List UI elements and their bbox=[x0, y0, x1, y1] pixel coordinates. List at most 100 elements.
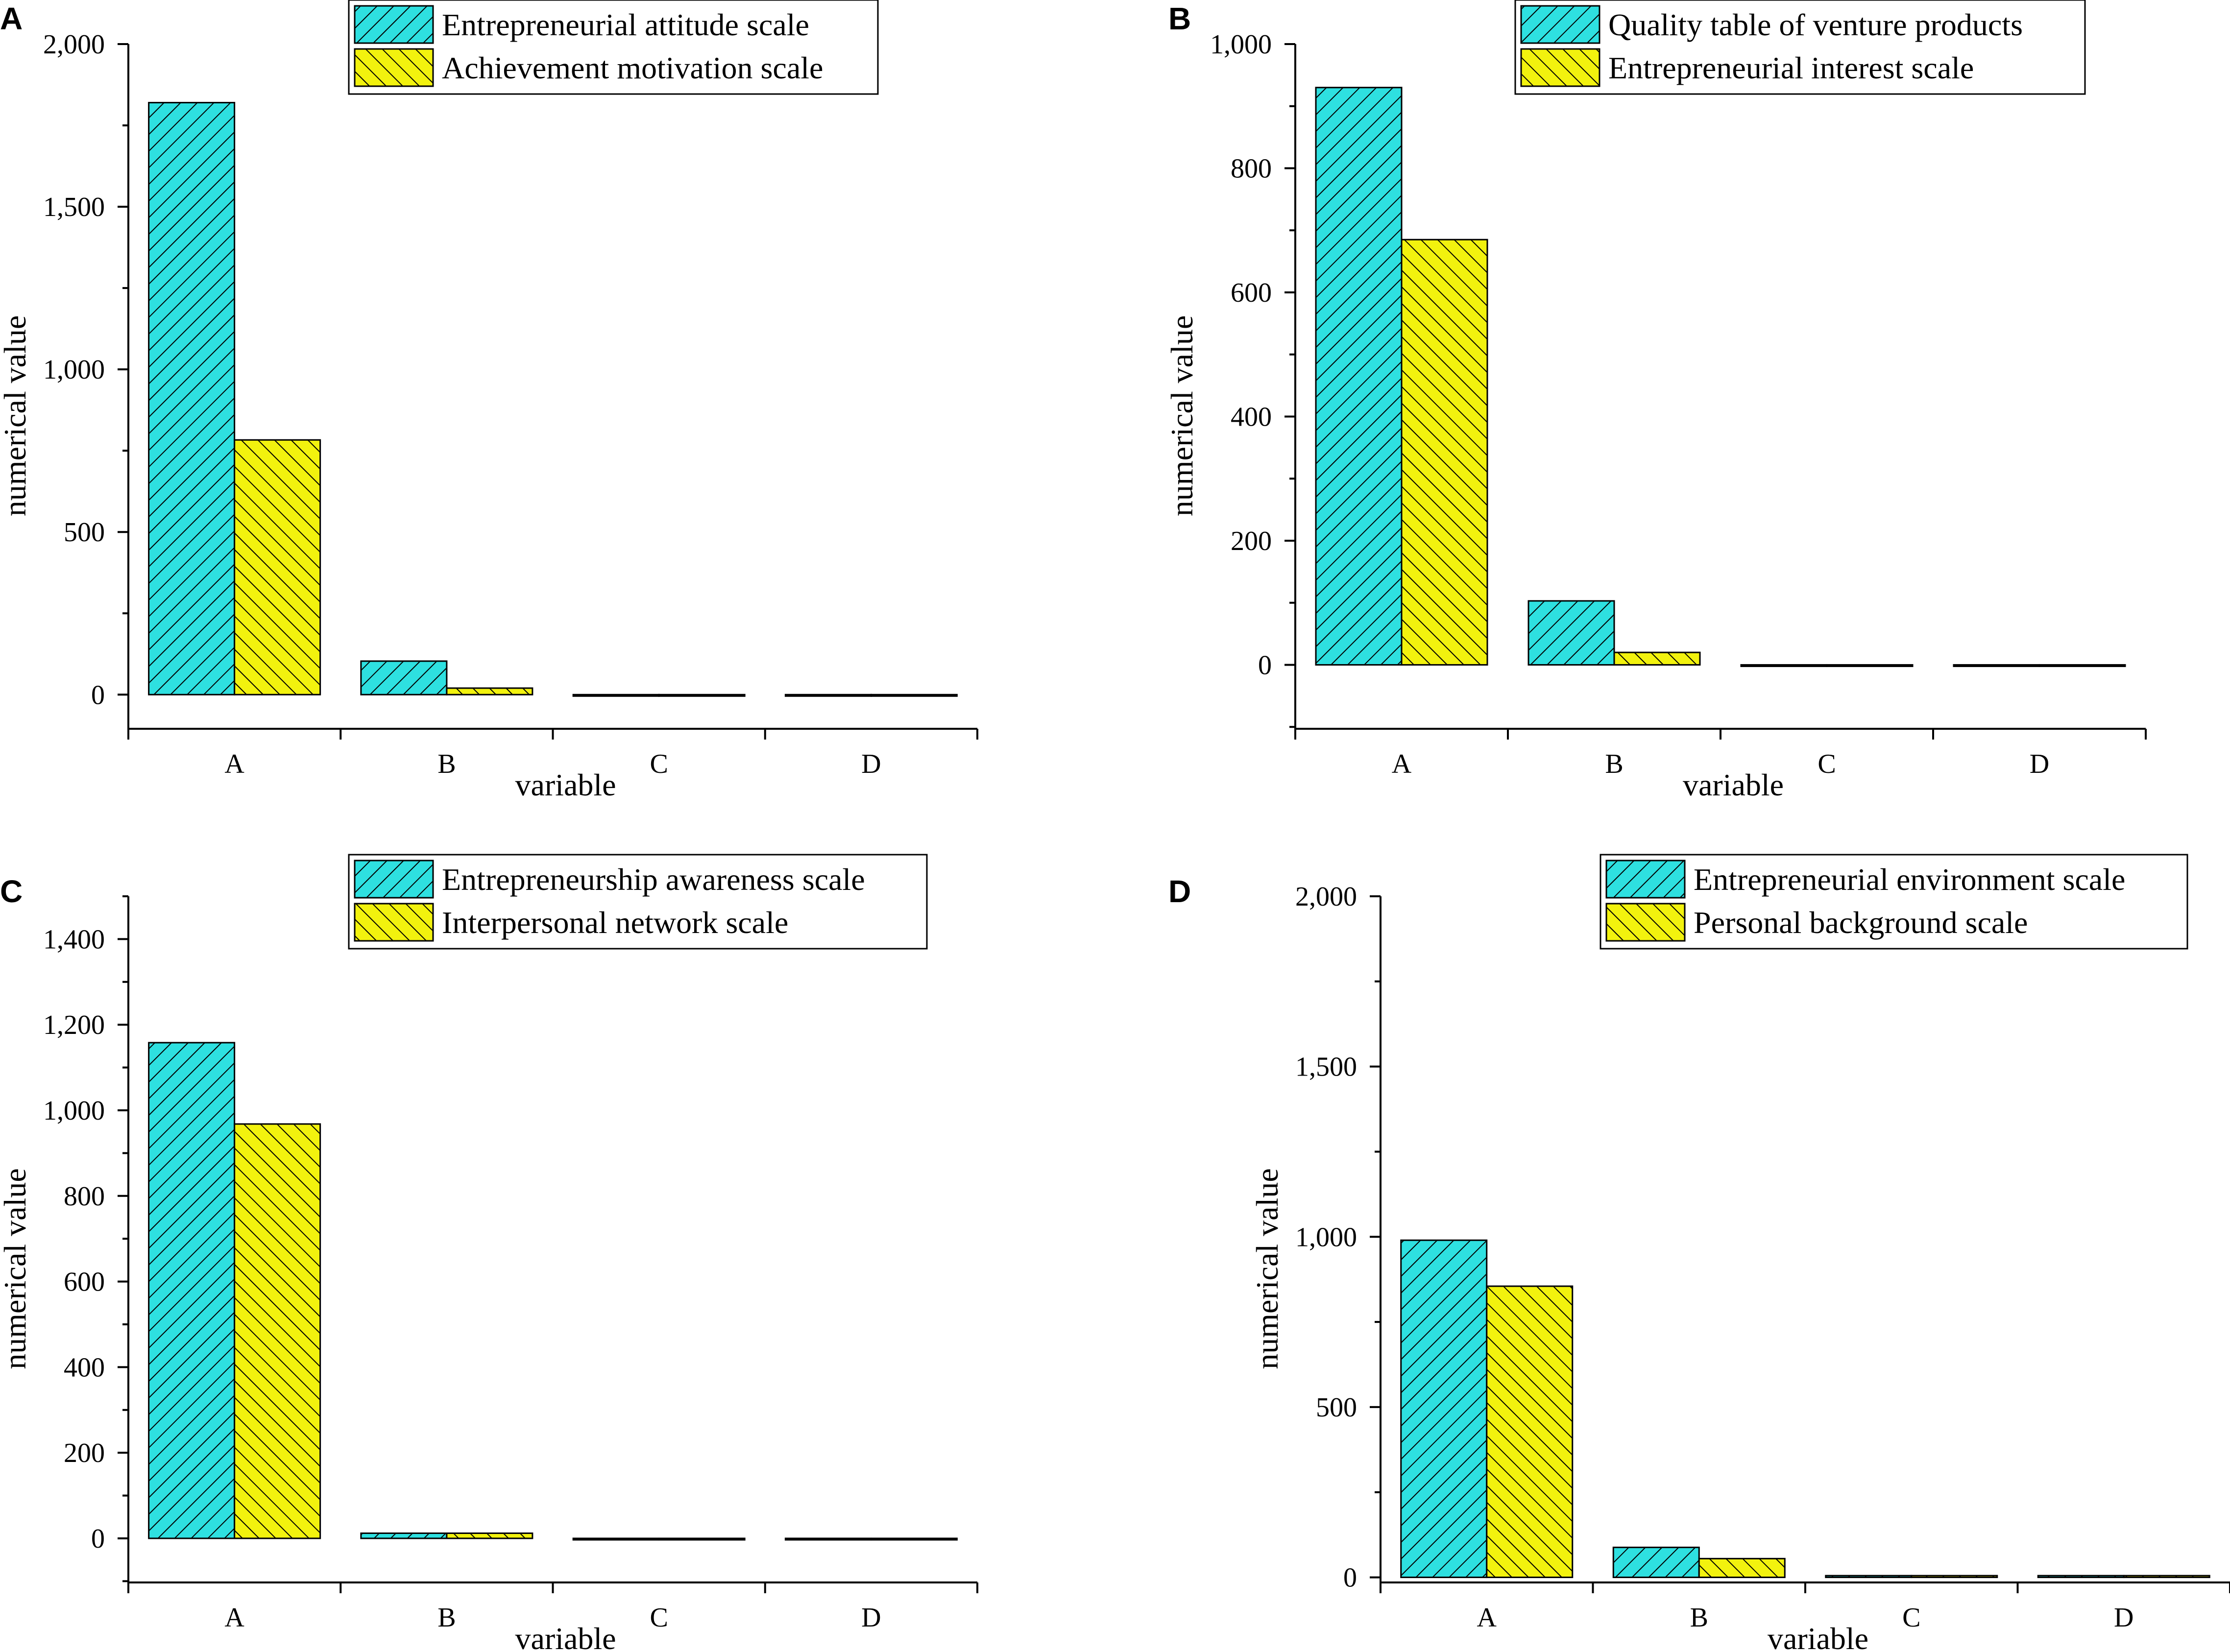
y-tick-label: 2,000 bbox=[43, 29, 105, 60]
bar-d-s1-b bbox=[1612, 1546, 1700, 1579]
y-tick-label: 0 bbox=[91, 1524, 105, 1554]
bar-a-s2-d bbox=[870, 694, 958, 697]
bar-c-s1-c bbox=[572, 1537, 660, 1541]
legend-label: Personal background scale bbox=[1694, 905, 2028, 940]
bar-c-s1-d bbox=[784, 1537, 872, 1541]
legend-swatch bbox=[354, 860, 434, 899]
legend-label: Achievement motivation scale bbox=[442, 50, 823, 85]
bar-a-s2-b bbox=[446, 687, 533, 695]
x-axis-title: variable bbox=[1683, 767, 1784, 802]
bar-a-s1-b bbox=[360, 660, 448, 695]
x-tick-label: B bbox=[437, 1603, 456, 1633]
legend-swatch bbox=[354, 5, 434, 44]
x-tick-label: A bbox=[224, 1603, 244, 1633]
bar-d-s1-c bbox=[1825, 1575, 1913, 1579]
x-tick-label: A bbox=[1392, 749, 1412, 779]
bar-d-s1-d bbox=[2037, 1575, 2125, 1579]
bar-d-s2-b bbox=[1698, 1557, 1786, 1579]
legend-box bbox=[348, 854, 928, 950]
bar-d-s1-a bbox=[1400, 1239, 1488, 1579]
y-axis-title: numerical value bbox=[0, 1168, 32, 1369]
y-tick-label: 400 bbox=[1231, 402, 1272, 432]
y-axis-title: numerical value bbox=[1250, 1168, 1285, 1369]
bar-c-s2-d bbox=[870, 1537, 958, 1541]
y-tick-label: 1,500 bbox=[43, 192, 105, 222]
legend: Entrepreneurial environment scale Persona… bbox=[1600, 854, 2188, 950]
bar-a-s1-c bbox=[572, 694, 660, 697]
y-axis-title: numerical value bbox=[0, 315, 32, 516]
bar-c-s2-a bbox=[234, 1123, 321, 1539]
x-axis-title: variable bbox=[515, 767, 616, 802]
chart-panel-c: C 0 200 400 600 800 1,000 1,200 1,400 A B C Dvariabl… bbox=[0, 854, 978, 1652]
bar-d-s2-a bbox=[1486, 1285, 1574, 1579]
bar-a-s2-a bbox=[234, 439, 321, 695]
bar-a-s1-d bbox=[784, 694, 872, 697]
bar-c-s2-c bbox=[658, 1537, 746, 1541]
y-tick-label: 500 bbox=[1316, 1392, 1357, 1423]
x-tick-label: A bbox=[1477, 1603, 1497, 1633]
y-tick-label: 200 bbox=[64, 1438, 105, 1468]
legend-box bbox=[1514, 0, 2086, 95]
legend-label: Entrepreneurial interest scale bbox=[1608, 50, 1974, 85]
bar-b-s2-b bbox=[1613, 651, 1701, 666]
y-tick-label: 1,000 bbox=[1210, 29, 1272, 60]
legend-label: Quality table of venture products bbox=[1608, 7, 2023, 42]
bar-a-s2-c bbox=[658, 694, 746, 697]
legend: Entrepreneurial attitude scale Achievemen… bbox=[348, 0, 879, 95]
y-tick-label: 800 bbox=[1231, 153, 1272, 184]
y-tick-label: 600 bbox=[1231, 278, 1272, 308]
x-tick-label: A bbox=[224, 749, 244, 779]
y-tick-label: 0 bbox=[1258, 650, 1272, 680]
y-tick-label: 1,500 bbox=[1295, 1052, 1357, 1082]
panel-letter: A bbox=[0, 1, 23, 36]
bar-b-s1-a bbox=[1315, 87, 1403, 666]
x-tick-label: C bbox=[1818, 749, 1836, 779]
y-tick-label: 0 bbox=[91, 680, 105, 710]
legend-swatch bbox=[1520, 5, 1600, 44]
x-tick-label: D bbox=[2030, 749, 2049, 779]
legend-box bbox=[348, 0, 879, 95]
x-tick-label: B bbox=[1690, 1603, 1708, 1633]
legend-swatch bbox=[354, 903, 434, 942]
x-tick-label: D bbox=[861, 749, 881, 779]
x-tick-label: B bbox=[437, 749, 456, 779]
y-tick-label: 800 bbox=[64, 1181, 105, 1212]
x-tick-label: D bbox=[861, 1603, 881, 1633]
legend-swatch bbox=[1605, 903, 1686, 942]
bar-b-s1-d bbox=[1953, 664, 2040, 667]
y-axis-title: numerical value bbox=[1164, 315, 1199, 516]
y-tick-label: 500 bbox=[64, 517, 105, 548]
panel-letter: C bbox=[0, 874, 23, 909]
y-tick-label: 2,000 bbox=[1295, 882, 1357, 912]
y-tick-label: 200 bbox=[1231, 526, 1272, 556]
bar-a-s1-a bbox=[148, 102, 236, 695]
x-axis-title: variable bbox=[515, 1621, 616, 1652]
x-axis-title: variable bbox=[1768, 1621, 1868, 1652]
legend-label: Entrepreneurial environment scale bbox=[1694, 862, 2125, 897]
legend-label: Interpersonal network scale bbox=[442, 905, 788, 940]
x-tick-label: D bbox=[2114, 1603, 2133, 1633]
bar-d-s2-d bbox=[2123, 1575, 2210, 1579]
y-tick-label: 1,000 bbox=[43, 1096, 105, 1126]
y-tick-label: 1,400 bbox=[43, 924, 105, 955]
x-tick-label: C bbox=[650, 1603, 668, 1633]
bar-b-s1-b bbox=[1527, 600, 1615, 666]
panel-letter: B bbox=[1168, 1, 1191, 36]
bar-c-s1-b bbox=[360, 1532, 448, 1539]
legend-label: Entrepreneurial attitude scale bbox=[442, 7, 809, 42]
legend-swatch bbox=[354, 48, 434, 87]
legend: Entrepreneurship awareness scale Interper… bbox=[348, 854, 928, 950]
y-tick-label: 1,000 bbox=[43, 355, 105, 385]
y-tick-label: 0 bbox=[1343, 1563, 1357, 1593]
legend-swatch bbox=[1605, 860, 1686, 899]
legend-label: Entrepreneurship awareness scale bbox=[442, 862, 865, 897]
y-tick-label: 1,200 bbox=[43, 1010, 105, 1040]
bar-b-s1-c bbox=[1740, 664, 1828, 667]
x-tick-label: B bbox=[1605, 749, 1623, 779]
bar-b-s2-d bbox=[2038, 664, 2126, 667]
x-tick-label: C bbox=[650, 749, 668, 779]
legend: Quality table of venture products Entrepr… bbox=[1514, 0, 2086, 95]
